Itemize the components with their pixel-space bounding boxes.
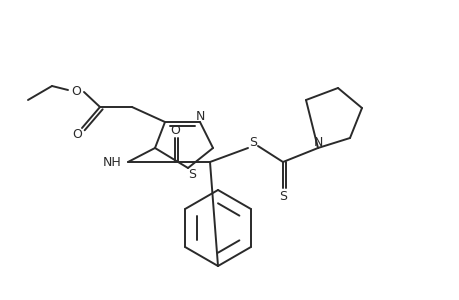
Text: NH: NH: [103, 155, 122, 169]
Text: N: N: [195, 110, 204, 124]
Text: O: O: [170, 124, 179, 136]
Text: O: O: [71, 85, 81, 98]
Text: S: S: [248, 136, 257, 149]
Text: N: N: [313, 136, 322, 149]
Text: S: S: [188, 167, 196, 181]
Text: S: S: [279, 190, 286, 202]
Text: O: O: [72, 128, 82, 142]
